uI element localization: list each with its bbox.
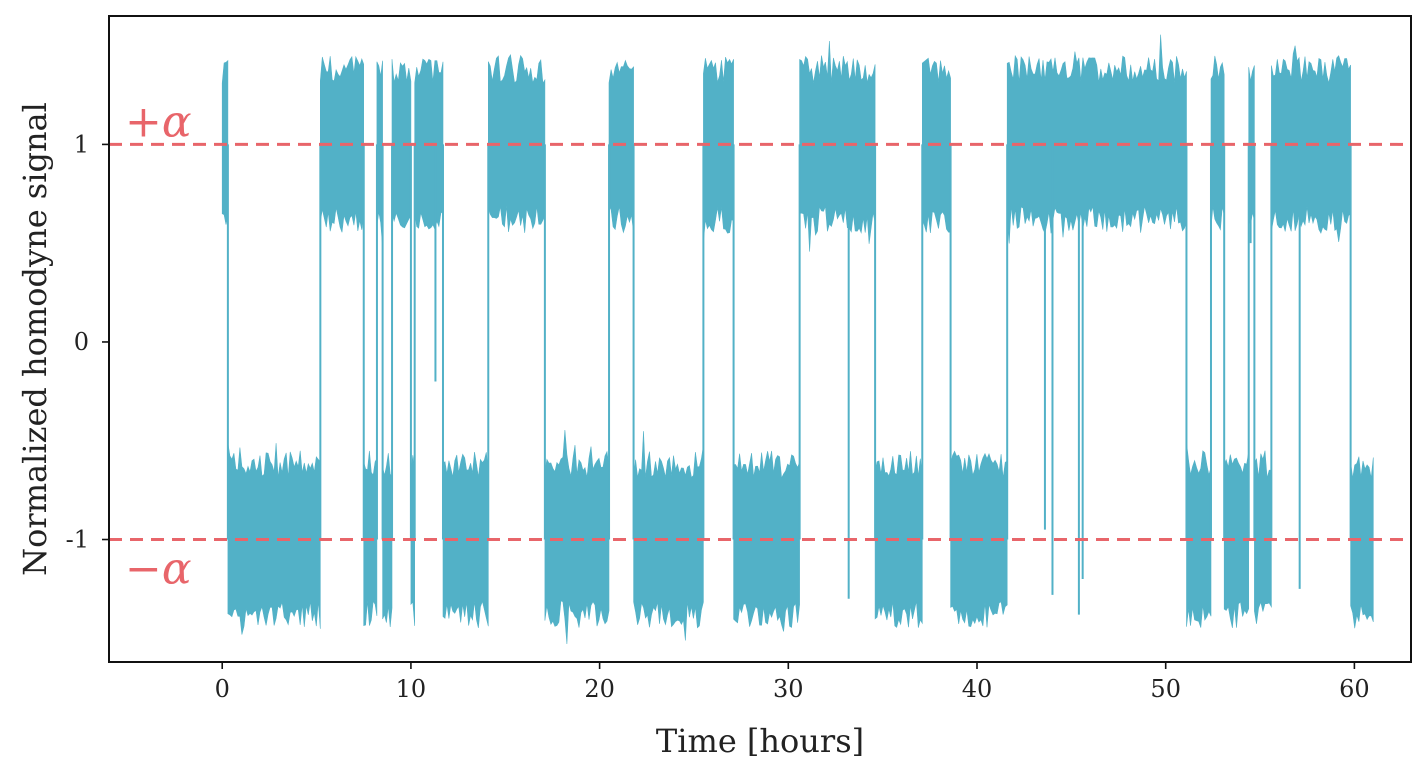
signal-segment-16 [799, 40, 876, 252]
y-tick-label-0: -1 [66, 526, 89, 554]
signal-segment-15 [733, 450, 800, 632]
signal-segment-27 [1350, 456, 1374, 629]
x-tick-label-4: 40 [962, 675, 993, 703]
tick-layer: 0 10 20 30 40 50 60 -1 0 1 [66, 130, 1370, 703]
signal-transition-layer [226, 144, 1352, 615]
signal-band-layer [221, 34, 1374, 645]
signal-segment-9 [442, 451, 489, 628]
x-axis-label: Time [hours] [656, 722, 864, 760]
y-tick-label-2: 1 [74, 130, 89, 158]
x-tick-label-6: 60 [1339, 675, 1370, 703]
reference-label-1: −α [125, 544, 192, 595]
signal-segment-12 [608, 59, 634, 234]
signal-segment-25 [1254, 450, 1272, 624]
y-axis-label: Normalized homodyne signal [16, 102, 54, 576]
signal-segment-1 [227, 442, 321, 635]
x-tick-label-1: 10 [396, 675, 427, 703]
reference-label-0: +α [125, 96, 192, 147]
y-tick-label-1: 0 [74, 328, 89, 356]
plot-frame [108, 15, 1412, 663]
signal-segment-22 [1210, 55, 1225, 231]
signal-segment-20 [1006, 34, 1187, 244]
x-tick-label-0: 0 [215, 675, 230, 703]
signal-segment-11 [544, 429, 610, 645]
x-tick-label-3: 30 [773, 675, 804, 703]
x-tick-label-2: 20 [584, 675, 615, 703]
signal-segment-23 [1223, 451, 1249, 628]
signal-segment-14 [703, 57, 734, 242]
signal-segment-21 [1186, 442, 1212, 628]
x-tick-label-5: 50 [1150, 675, 1181, 703]
reference-line-layer: +α −α [109, 96, 1411, 595]
signal-segment-13 [633, 431, 704, 641]
